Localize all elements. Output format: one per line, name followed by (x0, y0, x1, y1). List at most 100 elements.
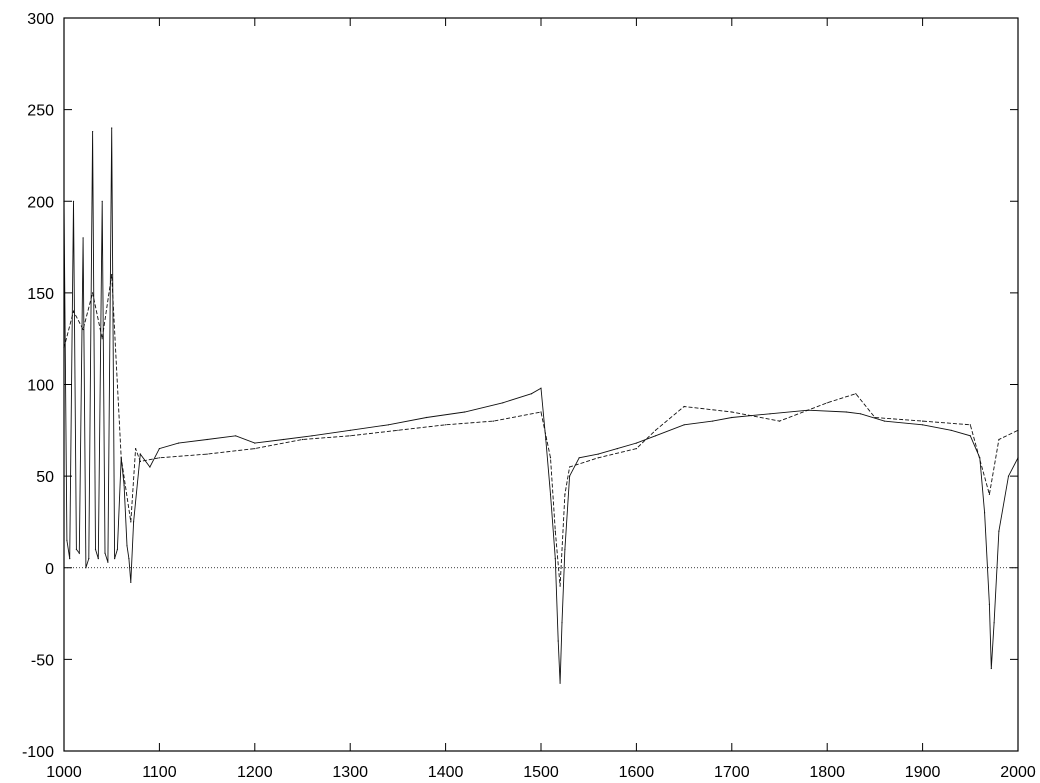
series-solid-point (530, 393, 533, 395)
series-dashed-point (492, 420, 494, 422)
y-tick-label: 0 (45, 561, 54, 578)
series-solid-point (654, 435, 657, 437)
plot-frame (63, 17, 1019, 752)
series-solid-point (128, 558, 130, 560)
series-solid-point (97, 558, 99, 560)
series-dashed-point (82, 328, 84, 331)
y-tick-label: 100 (27, 378, 54, 395)
series-dashed-point (969, 424, 971, 426)
series-solid-point (559, 682, 561, 684)
series-dashed-point (445, 424, 447, 426)
series-solid-point (561, 622, 563, 624)
x-tick-label: 1600 (619, 764, 655, 781)
series-solid-point (107, 561, 109, 563)
series-dashed-point (135, 448, 137, 450)
series-solid-point (177, 442, 180, 444)
y-tick-label: 200 (27, 194, 54, 211)
x-axis: 1000 1100 1200 1300 1400 1500 1600 1700 1800 1900… (46, 18, 1036, 781)
plot-area (63, 17, 1019, 752)
series-dashed-point (683, 405, 685, 408)
series-dashed-point (301, 438, 304, 441)
x-tick-label: 1000 (46, 764, 82, 781)
series-solid-point (988, 603, 991, 606)
series-solid-point (282, 438, 284, 441)
series-solid-point (922, 424, 924, 426)
series-solid-point (502, 402, 504, 404)
series-dashed-point (397, 429, 399, 431)
series-solid-point (464, 411, 466, 413)
y-tick-label: 150 (27, 286, 54, 303)
series-dashed-point (559, 585, 561, 587)
series-solid-point (712, 420, 714, 422)
series-solid-point (883, 420, 886, 422)
series-solid-point (235, 435, 237, 437)
series-solid-point (311, 435, 313, 437)
series-solid-point (998, 530, 1000, 532)
series-dashed-point (139, 460, 141, 463)
x-tick-label: 1900 (905, 764, 941, 781)
series-solid-point (635, 442, 638, 444)
series-solid-point (149, 466, 151, 468)
series-solid-point (130, 581, 132, 584)
series-solid-point (731, 416, 733, 419)
series-solid-point (578, 457, 580, 459)
series-dashed-point (731, 411, 733, 413)
x-tick-label: 1100 (142, 764, 177, 781)
y-tick-label: -50 (31, 652, 54, 669)
series-solid-point (616, 448, 618, 450)
series-layer (63, 127, 1019, 684)
series-solid-point (72, 200, 75, 202)
series-solid-point (860, 413, 862, 415)
series-solid-point (387, 424, 389, 426)
series-solid-point (1007, 475, 1010, 477)
series-solid-point (597, 453, 599, 455)
series-solid-point (111, 127, 113, 129)
series-solid-point (88, 558, 90, 560)
series-solid-point (75, 548, 77, 551)
series-dashed-point (158, 457, 160, 459)
series-solid-point (92, 131, 94, 133)
series-solid-point (254, 442, 256, 444)
series-solid-point (545, 438, 547, 441)
series-line-dashed (63, 274, 1019, 587)
series-solid-point (554, 558, 556, 560)
series-solid-point (139, 453, 141, 455)
series-solid-point (425, 416, 428, 419)
series-solid-point (133, 521, 135, 523)
series-solid-point (206, 438, 208, 441)
series-dashed-point (874, 416, 876, 419)
series-dashed-point (101, 338, 103, 340)
series-dashed-point (778, 420, 781, 422)
series-solid-point (101, 200, 103, 202)
series-solid-point (123, 484, 125, 486)
y-tick-label: 250 (27, 103, 54, 120)
series-solid-point (984, 512, 986, 514)
series-solid-point (557, 640, 559, 642)
series-solid-point (564, 548, 566, 551)
series-dashed-point (549, 457, 552, 459)
series-solid-point (969, 435, 971, 437)
series-dashed-point (988, 493, 991, 495)
series-line-solid (63, 127, 1019, 684)
series-solid-point (114, 558, 116, 560)
x-tick-label: 2000 (1000, 764, 1036, 781)
series-dashed-point (92, 292, 94, 294)
y-axis: -100 -50 0 50 100 150 200 250 300 (22, 11, 1018, 761)
series-dashed-point (569, 466, 571, 468)
series-solid-point (845, 411, 847, 413)
series-dashed-point (540, 411, 542, 413)
x-tick-label: 1700 (714, 764, 750, 781)
series-dashed-point (72, 310, 75, 312)
series-solid-point (950, 429, 952, 431)
series-dashed-point (922, 420, 924, 422)
x-tick-label: 1400 (428, 764, 464, 781)
series-dashed-point (826, 402, 828, 404)
series-dashed-point (111, 274, 113, 276)
series-solid-point (993, 622, 995, 624)
series-solid-point (158, 448, 160, 450)
series-solid-point (66, 539, 68, 541)
series-dashed-point (998, 438, 1000, 441)
x-tick-label: 1300 (332, 764, 368, 781)
series-solid-point (349, 429, 351, 431)
series-dashed-point (554, 530, 556, 532)
